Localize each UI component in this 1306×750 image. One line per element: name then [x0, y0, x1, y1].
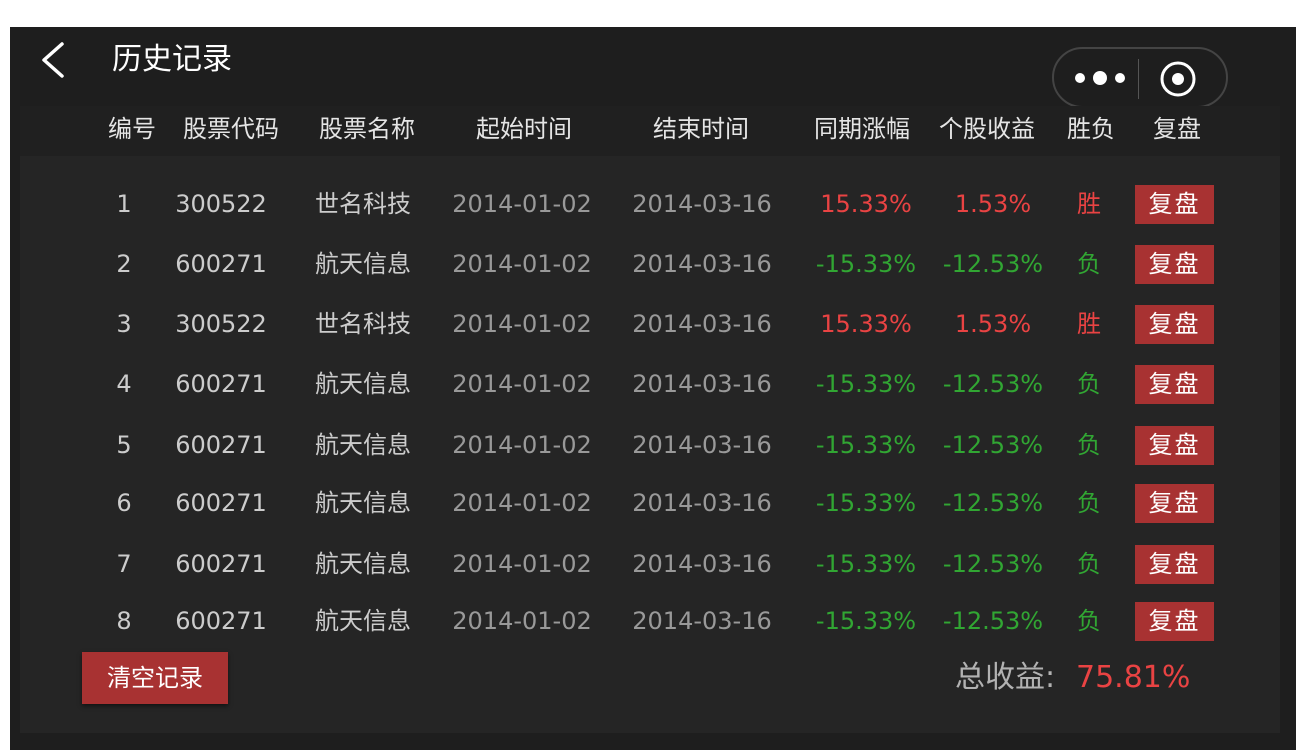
row-stock-code: 600271 [175, 475, 267, 531]
more-dots-icon[interactable] [1072, 63, 1128, 93]
row-id: 7 [116, 536, 131, 592]
column-header-period: 同期涨幅 [814, 112, 910, 146]
column-header-start: 起始时间 [476, 112, 572, 146]
row-end-date: 2014-03-16 [632, 236, 771, 292]
row-id: 2 [116, 236, 131, 292]
row-stock-name: 世名科技 [315, 176, 411, 232]
table-row: 8 600271 航天信息 2014-01-02 2014-03-16 -15.33% -1… [20, 593, 1280, 649]
row-result: 负 [1077, 417, 1101, 473]
table-row: 1 300522 世名科技 2014-01-02 2014-03-16 15.33% 1.5… [20, 176, 1280, 232]
row-start-date: 2014-01-02 [452, 475, 591, 531]
row-stock-name: 航天信息 [315, 356, 411, 412]
row-stock-code: 600271 [175, 356, 267, 412]
review-button[interactable]: 复盘 [1135, 602, 1214, 641]
row-result: 负 [1077, 593, 1101, 649]
mini-program-capsule [1052, 47, 1228, 108]
row-result: 胜 [1077, 296, 1101, 352]
row-stock-gain: -12.53% [943, 417, 1043, 473]
clear-history-button[interactable]: 清空记录 [82, 652, 228, 704]
review-button[interactable]: 复盘 [1135, 185, 1214, 224]
row-end-date: 2014-03-16 [632, 296, 771, 352]
total-gain-label: 总收益: [955, 658, 1055, 698]
row-end-date: 2014-03-16 [632, 593, 771, 649]
row-period-change: -15.33% [816, 356, 916, 412]
row-stock-name: 世名科技 [315, 296, 411, 352]
row-stock-code: 600271 [175, 536, 267, 592]
review-button[interactable]: 复盘 [1135, 365, 1214, 404]
row-stock-name: 航天信息 [315, 475, 411, 531]
review-button[interactable]: 复盘 [1135, 545, 1214, 584]
column-header-end: 结束时间 [653, 112, 749, 146]
table-row: 4 600271 航天信息 2014-01-02 2014-03-16 -15.33% -1… [20, 356, 1280, 412]
row-stock-code: 300522 [175, 176, 267, 232]
table-row: 7 600271 航天信息 2014-01-02 2014-03-16 -15.33% -1… [20, 536, 1280, 592]
row-stock-name: 航天信息 [315, 536, 411, 592]
row-start-date: 2014-01-02 [452, 176, 591, 232]
row-id: 1 [116, 176, 131, 232]
row-id: 5 [116, 417, 131, 473]
row-id: 4 [116, 356, 131, 412]
row-end-date: 2014-03-16 [632, 356, 771, 412]
page-title: 历史记录 [112, 42, 232, 78]
row-stock-gain: -12.53% [943, 593, 1043, 649]
row-result: 负 [1077, 475, 1101, 531]
row-result: 胜 [1077, 176, 1101, 232]
row-start-date: 2014-01-02 [452, 236, 591, 292]
row-stock-code: 600271 [175, 417, 267, 473]
row-stock-code: 600271 [175, 593, 267, 649]
row-end-date: 2014-03-16 [632, 417, 771, 473]
column-header-result: 胜负 [1067, 112, 1115, 146]
table-row: 5 600271 航天信息 2014-01-02 2014-03-16 -15.33% -1… [20, 417, 1280, 473]
table-row: 2 600271 航天信息 2014-01-02 2014-03-16 -15.33% -1… [20, 236, 1280, 292]
row-stock-code: 300522 [175, 296, 267, 352]
row-period-change: -15.33% [816, 536, 916, 592]
row-end-date: 2014-03-16 [632, 176, 771, 232]
review-button[interactable]: 复盘 [1135, 305, 1214, 344]
column-header-name: 股票名称 [319, 112, 415, 146]
row-stock-gain: -12.53% [943, 475, 1043, 531]
column-header-gain: 个股收益 [939, 112, 1035, 146]
row-start-date: 2014-01-02 [452, 356, 591, 412]
total-gain-value: 75.81% [1076, 658, 1190, 698]
row-stock-code: 600271 [175, 236, 267, 292]
review-button[interactable]: 复盘 [1135, 426, 1214, 465]
row-period-change: -15.33% [816, 417, 916, 473]
column-header-id: 编号 [108, 112, 156, 146]
row-end-date: 2014-03-16 [632, 536, 771, 592]
row-stock-gain: 1.53% [955, 176, 1031, 232]
row-id: 8 [116, 593, 131, 649]
table-row: 3 300522 世名科技 2014-01-02 2014-03-16 15.33% 1.5… [20, 296, 1280, 352]
row-period-change: -15.33% [816, 475, 916, 531]
row-result: 负 [1077, 356, 1101, 412]
row-period-change: 15.33% [820, 176, 912, 232]
row-stock-name: 航天信息 [315, 593, 411, 649]
row-stock-gain: 1.53% [955, 296, 1031, 352]
row-end-date: 2014-03-16 [632, 475, 771, 531]
review-button[interactable]: 复盘 [1135, 245, 1214, 284]
row-stock-gain: -12.53% [943, 236, 1043, 292]
row-period-change: -15.33% [816, 593, 916, 649]
review-button[interactable]: 复盘 [1135, 484, 1214, 523]
row-stock-gain: -12.53% [943, 356, 1043, 412]
row-result: 负 [1077, 236, 1101, 292]
row-stock-name: 航天信息 [315, 417, 411, 473]
row-id: 6 [116, 475, 131, 531]
row-id: 3 [116, 296, 131, 352]
row-result: 负 [1077, 536, 1101, 592]
row-stock-name: 航天信息 [315, 236, 411, 292]
row-start-date: 2014-01-02 [452, 536, 591, 592]
row-stock-gain: -12.53% [943, 536, 1043, 592]
row-start-date: 2014-01-02 [452, 593, 591, 649]
row-start-date: 2014-01-02 [452, 417, 591, 473]
column-header-review: 复盘 [1153, 112, 1201, 146]
chevron-left-icon[interactable] [38, 40, 68, 80]
target-circle-icon[interactable] [1158, 59, 1198, 99]
row-start-date: 2014-01-02 [452, 296, 591, 352]
table-row: 6 600271 航天信息 2014-01-02 2014-03-16 -15.33% -1… [20, 475, 1280, 531]
row-period-change: 15.33% [820, 296, 912, 352]
capsule-divider [1138, 59, 1139, 99]
row-period-change: -15.33% [816, 236, 916, 292]
column-header-code: 股票代码 [183, 112, 279, 146]
